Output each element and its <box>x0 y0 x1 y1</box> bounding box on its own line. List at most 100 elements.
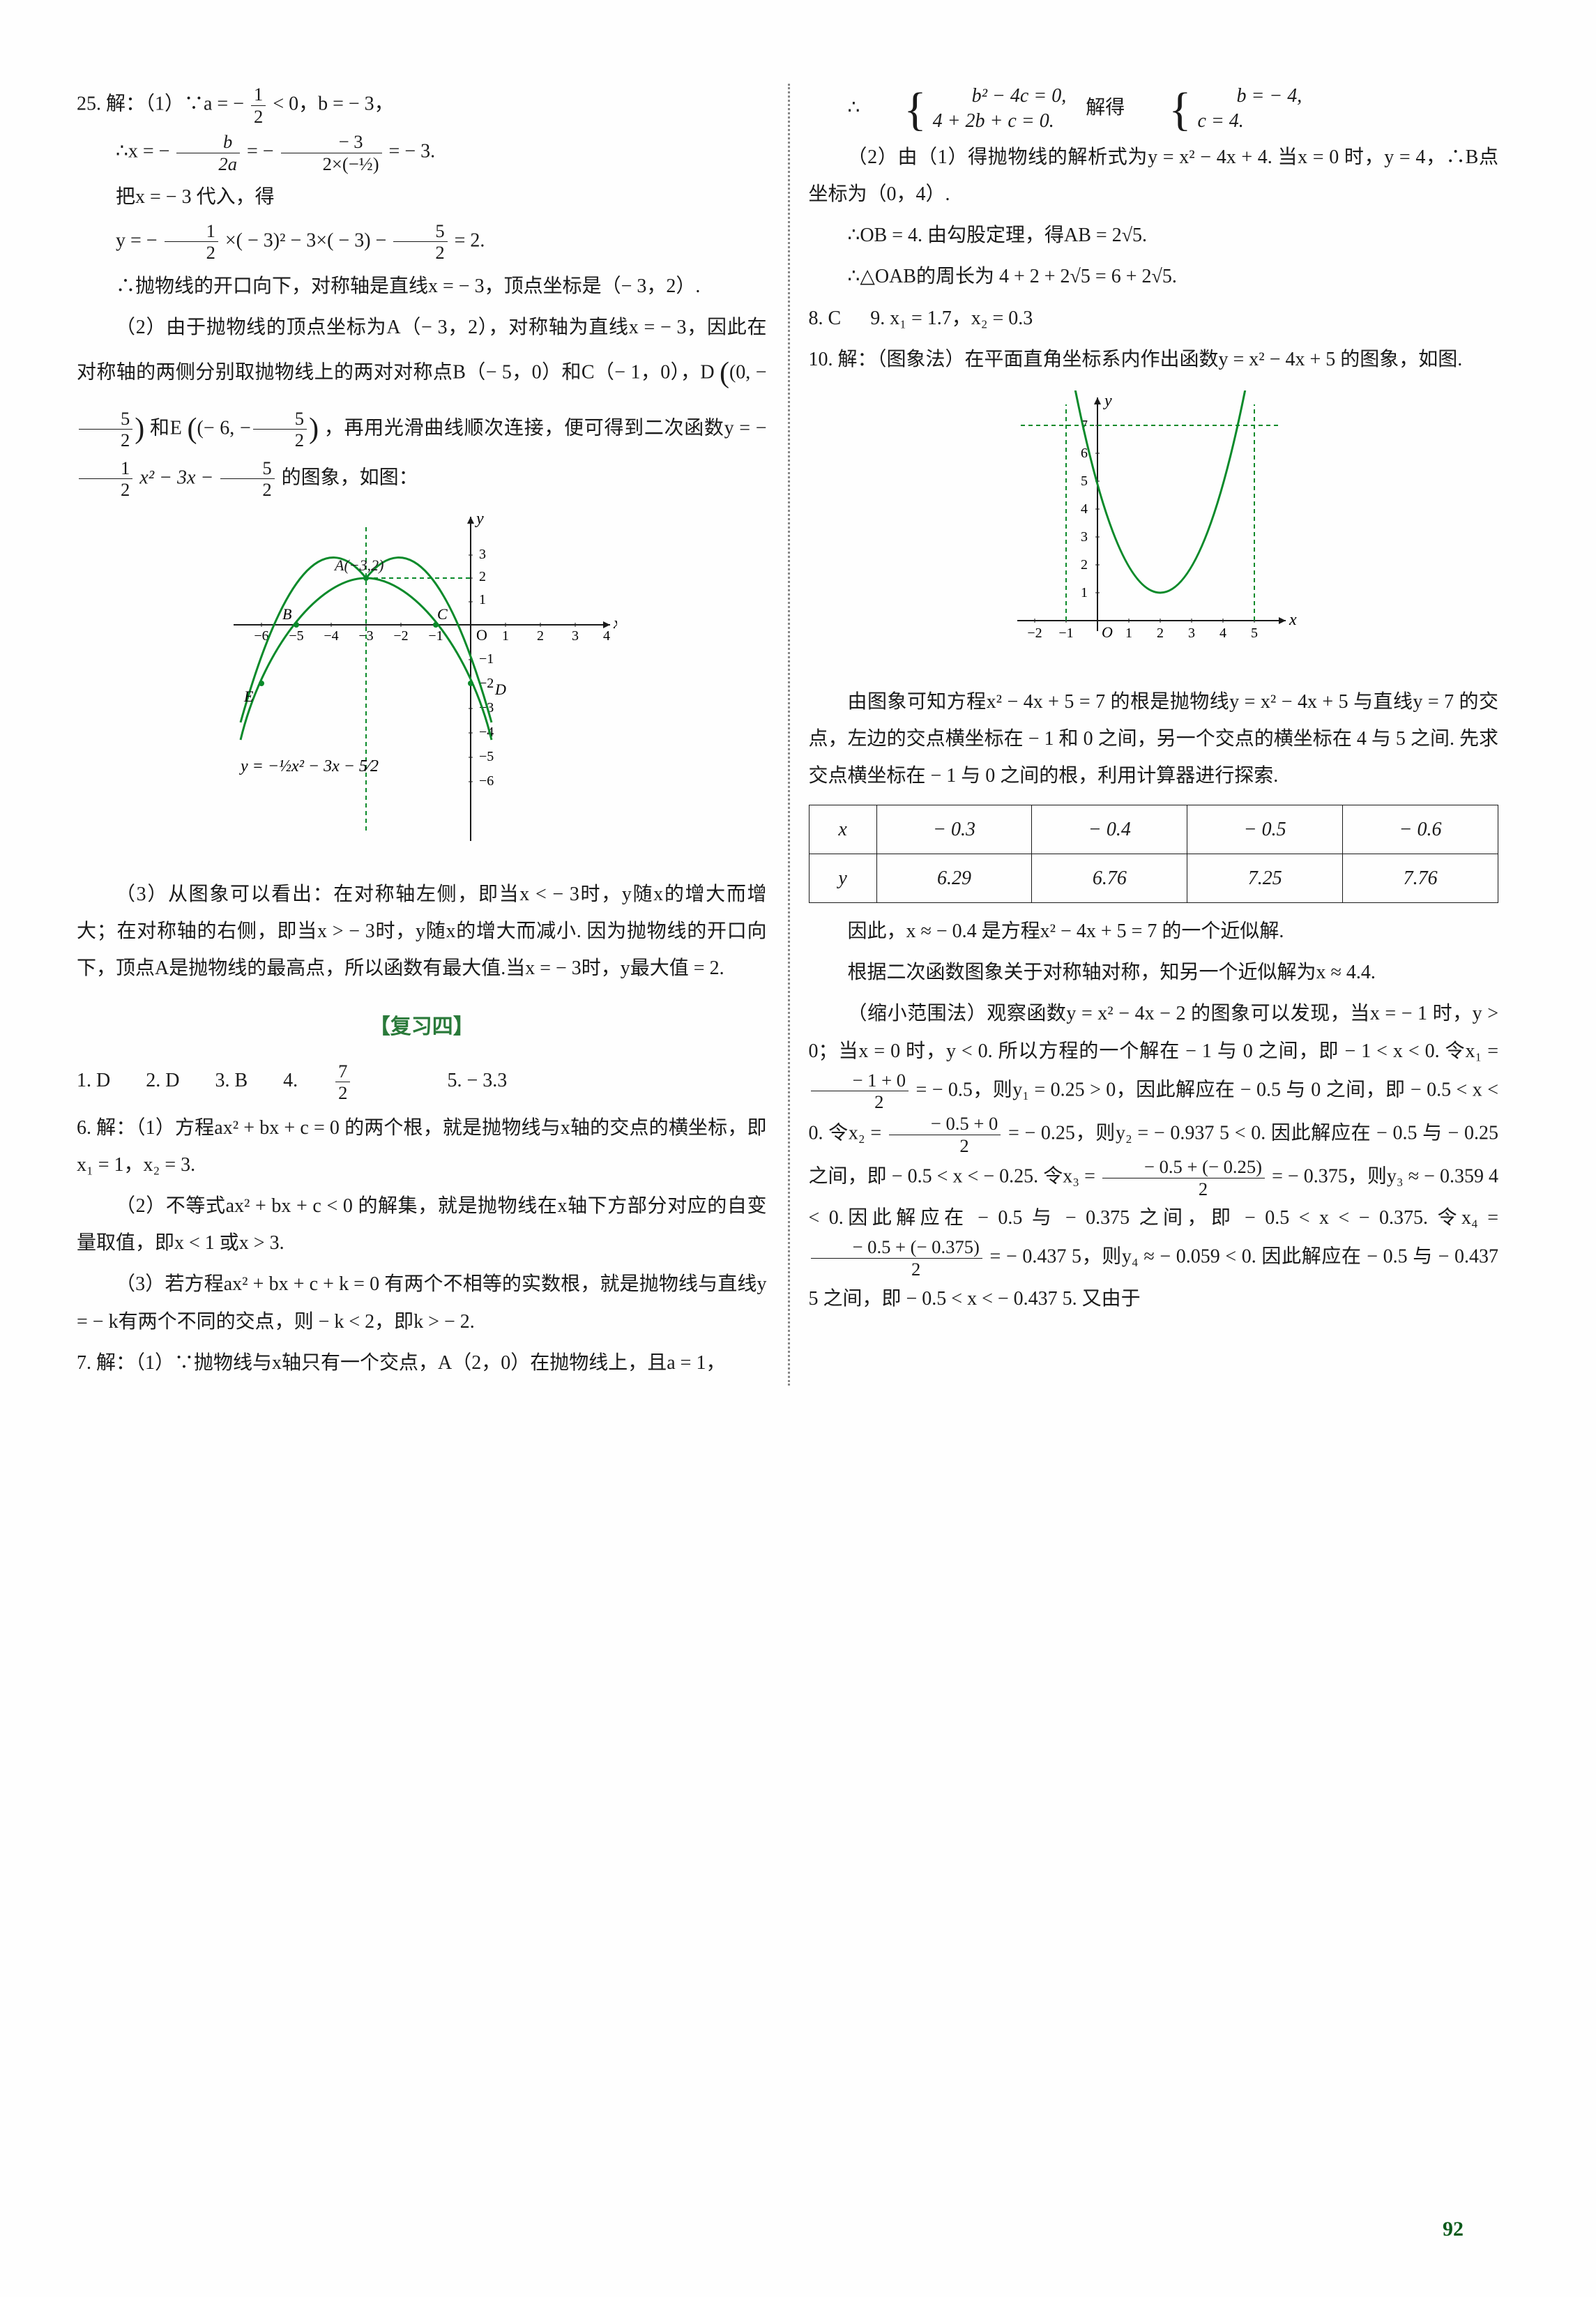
q6-p3: （3）若方程ax² + bx + c + k = 0 有两个不相等的实数根，就是… <box>77 1266 767 1340</box>
q25-x-eq: ∴x = − b2a = − − 32×(−½) = − 3. <box>77 131 767 174</box>
svg-text:B: B <box>282 605 291 623</box>
svg-text:2: 2 <box>479 569 486 584</box>
frac: − 0.5 + 02 <box>889 1113 1001 1156</box>
frac-half: 12 <box>251 84 266 127</box>
system-eqs: ∴ { b² − 4c = 0, 4 + 2b + c = 0. 解得 { b … <box>809 84 1499 135</box>
q10-intro: 10. 解：（图象法）在平面直角坐标系内作出函数y = x² − 4x + 5 … <box>809 341 1499 378</box>
graph2-svg: x y O −2 −1 1 2 3 4 5 1 2 <box>1007 391 1300 655</box>
table-cell: − 0.6 <box>1343 805 1498 854</box>
text: ×( − 3)² − 3×( − 3) − <box>225 229 391 251</box>
svg-text:C: C <box>437 605 448 623</box>
svg-text:E: E <box>243 688 254 705</box>
table-cell: 7.25 <box>1187 854 1343 902</box>
svg-text:−2: −2 <box>393 628 408 644</box>
text: 的图象，如图： <box>282 467 418 488</box>
answer-1: 1. D <box>77 1070 110 1091</box>
q10-p4: （缩小范围法）观察函数y = x² − 4x − 2 的图象可以发现，当x = … <box>809 995 1499 1317</box>
svg-text:1: 1 <box>479 592 486 607</box>
review4-title: 【复习四】 <box>77 1007 767 1047</box>
q10-p2: 因此，x ≈ − 0.4 是方程x² − 4x + 5 = 7 的一个近似解. <box>809 913 1499 950</box>
frac: b2a <box>176 131 240 174</box>
graph-parabola-up: x y O −2 −1 1 2 3 4 5 1 2 <box>809 391 1499 668</box>
q25-y-eq: y = − 12 ×( − 3)² − 3×( − 3) − 52 = 2. <box>77 220 767 264</box>
right-column: ∴ { b² − 4c = 0, 4 + 2b + c = 0. 解得 { b … <box>788 84 1499 1386</box>
svg-text:−5: −5 <box>479 749 494 764</box>
table-cell: x <box>809 805 876 854</box>
svg-text:−6: −6 <box>479 773 494 789</box>
svg-text:−4: −4 <box>324 628 338 644</box>
svg-text:O: O <box>476 626 487 644</box>
exploration-table: x − 0.3 − 0.4 − 0.5 − 0.6 y 6.29 6.76 7.… <box>809 805 1499 903</box>
q25-part3: （3）从图象可以看出：在对称轴左侧，即当x < − 3时，y随x的增大而增大；在… <box>77 876 767 987</box>
svg-text:x: x <box>1289 611 1297 629</box>
text: y = − <box>116 229 162 251</box>
text: 解得 <box>1086 97 1125 119</box>
answer-9: 9. x₁ = 1.7，x₂ = 0.3 <box>870 308 1033 329</box>
svg-text:O: O <box>1102 623 1113 641</box>
svg-text:1: 1 <box>1125 626 1132 641</box>
table-cell: 7.76 <box>1343 854 1498 902</box>
q6-p1: 6. 解：（1）方程ax² + bx + c = 0 的两个根，就是抛物线与x轴… <box>77 1109 767 1183</box>
answer-2: 2. D <box>146 1070 179 1091</box>
table-cell: y <box>809 854 876 902</box>
svg-text:y: y <box>475 513 484 528</box>
svg-text:−1: −1 <box>479 651 494 667</box>
paren-right: ) <box>135 413 144 445</box>
page-number-badge: 92 <box>1422 2210 1484 2248</box>
brace-icon: { <box>1130 91 1191 128</box>
svg-text:2: 2 <box>537 628 544 644</box>
q7-p2: （2）由（1）得抛物线的解析式为y = x² − 4x + 4. 当x = 0 … <box>809 139 1499 213</box>
text: 25. 解：（1）∵a = − <box>77 93 244 115</box>
q10-p1: 由图象可知方程x² − 4x + 5 = 7 的根是抛物线y = x² − 4x… <box>809 683 1499 795</box>
svg-text:A(−3,2): A(−3,2) <box>333 556 383 574</box>
text: < 0，b = − 3， <box>273 93 393 115</box>
text: = − <box>247 141 279 162</box>
paren-left: ( <box>720 357 729 389</box>
svg-text:5: 5 <box>1081 473 1088 489</box>
svg-text:−1: −1 <box>1059 626 1074 641</box>
table-cell: − 0.4 <box>1032 805 1187 854</box>
eq2: 4 + 2b + c = 0. <box>933 110 1054 132</box>
text: ∴x = − <box>116 141 174 162</box>
brace-icon: { <box>865 91 926 128</box>
q7-p3: ∴OB = 4. 由勾股定理，得AB = 2√5. <box>809 217 1499 254</box>
svg-text:1: 1 <box>1081 585 1088 600</box>
text: x² − 3x − <box>139 467 218 488</box>
svg-text:3: 3 <box>1081 529 1088 545</box>
text: = 2. <box>455 229 485 251</box>
q25-part2: （2）由于抛物线的顶点坐标为A（− 3，2），对称轴为直线x = − 3，因此在… <box>77 309 767 501</box>
svg-text:−1: −1 <box>428 628 443 644</box>
svg-text:6: 6 <box>1081 446 1088 461</box>
svg-text:1: 1 <box>502 628 509 644</box>
svg-text:4: 4 <box>603 628 610 644</box>
frac: 52 <box>79 408 132 451</box>
svg-text:y = −½x² − 3x − 5⁄2: y = −½x² − 3x − 5⁄2 <box>239 757 379 775</box>
frac: − 32×(−½) <box>281 131 382 174</box>
frac: 52 <box>393 220 447 264</box>
svg-text:3: 3 <box>572 628 579 644</box>
frac: 12 <box>165 220 218 264</box>
frac: 12 <box>79 457 132 501</box>
graph-parabola-down: x y O −6 −5 −4 −3 −2 −1 1 2 3 4 <box>77 513 767 861</box>
frac: 52 <box>220 457 274 501</box>
table-cell: − 0.3 <box>876 805 1032 854</box>
text: ，再用光滑曲线顺次连接，便可得到二次函数y = − <box>324 417 767 439</box>
svg-text:−2: −2 <box>1028 626 1042 641</box>
left-column: 25. 解：（1）∵a = − 12 < 0，b = − 3， ∴x = − b… <box>77 84 788 1386</box>
answer-8: 8. C <box>809 308 842 329</box>
text: ∴ <box>848 97 860 119</box>
brace-content: b = − 4, c = 4. <box>1197 84 1302 135</box>
frac: 52 <box>253 408 307 451</box>
page-number: 92 <box>1422 2210 1484 2248</box>
paren-left: ( <box>188 413 197 445</box>
svg-text:5: 5 <box>1251 626 1258 641</box>
brace-content: b² − 4c = 0, 4 + 2b + c = 0. <box>933 84 1067 135</box>
svg-text:2: 2 <box>1081 557 1088 573</box>
svg-text:x: x <box>613 614 617 632</box>
svg-text:3: 3 <box>479 547 486 562</box>
column-divider <box>788 84 790 1386</box>
svg-text:y: y <box>1103 392 1112 410</box>
graph1-svg: x y O −6 −5 −4 −3 −2 −1 1 2 3 4 <box>227 513 617 848</box>
frac: − 0.5 + (− 0.25)2 <box>1102 1156 1265 1199</box>
eq1: b² − 4c = 0, <box>972 85 1067 107</box>
